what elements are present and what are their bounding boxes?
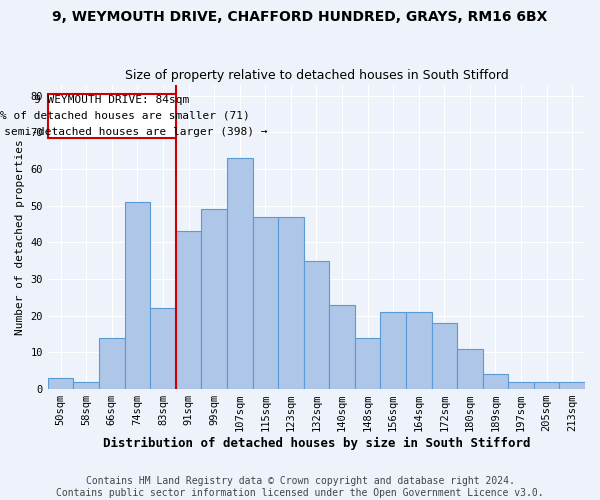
Bar — [482, 374, 508, 389]
Text: 9 WEYMOUTH DRIVE: 84sqm: 9 WEYMOUTH DRIVE: 84sqm — [34, 94, 190, 104]
Bar — [406, 312, 431, 389]
Text: ← 15% of detached houses are smaller (71): ← 15% of detached houses are smaller (71… — [0, 110, 250, 120]
Bar — [150, 308, 176, 389]
X-axis label: Distribution of detached houses by size in South Stifford: Distribution of detached houses by size … — [103, 437, 530, 450]
Bar — [431, 323, 457, 389]
Bar — [380, 312, 406, 389]
Title: Size of property relative to detached houses in South Stifford: Size of property relative to detached ho… — [125, 69, 508, 82]
Text: 84% of semi-detached houses are larger (398) →: 84% of semi-detached houses are larger (… — [0, 127, 267, 137]
Bar — [278, 216, 304, 389]
Bar — [534, 382, 559, 389]
Bar — [253, 216, 278, 389]
Bar — [99, 338, 125, 389]
Bar — [508, 382, 534, 389]
Bar — [48, 378, 73, 389]
Bar — [202, 210, 227, 389]
Bar — [73, 382, 99, 389]
Bar — [125, 202, 150, 389]
Bar — [457, 348, 482, 389]
Bar — [227, 158, 253, 389]
Y-axis label: Number of detached properties: Number of detached properties — [15, 139, 25, 334]
Bar — [559, 382, 585, 389]
Bar — [355, 338, 380, 389]
FancyBboxPatch shape — [48, 94, 176, 138]
Bar — [176, 232, 202, 389]
Text: Contains HM Land Registry data © Crown copyright and database right 2024.
Contai: Contains HM Land Registry data © Crown c… — [56, 476, 544, 498]
Bar — [304, 260, 329, 389]
Text: 9, WEYMOUTH DRIVE, CHAFFORD HUNDRED, GRAYS, RM16 6BX: 9, WEYMOUTH DRIVE, CHAFFORD HUNDRED, GRA… — [52, 10, 548, 24]
Bar — [329, 304, 355, 389]
